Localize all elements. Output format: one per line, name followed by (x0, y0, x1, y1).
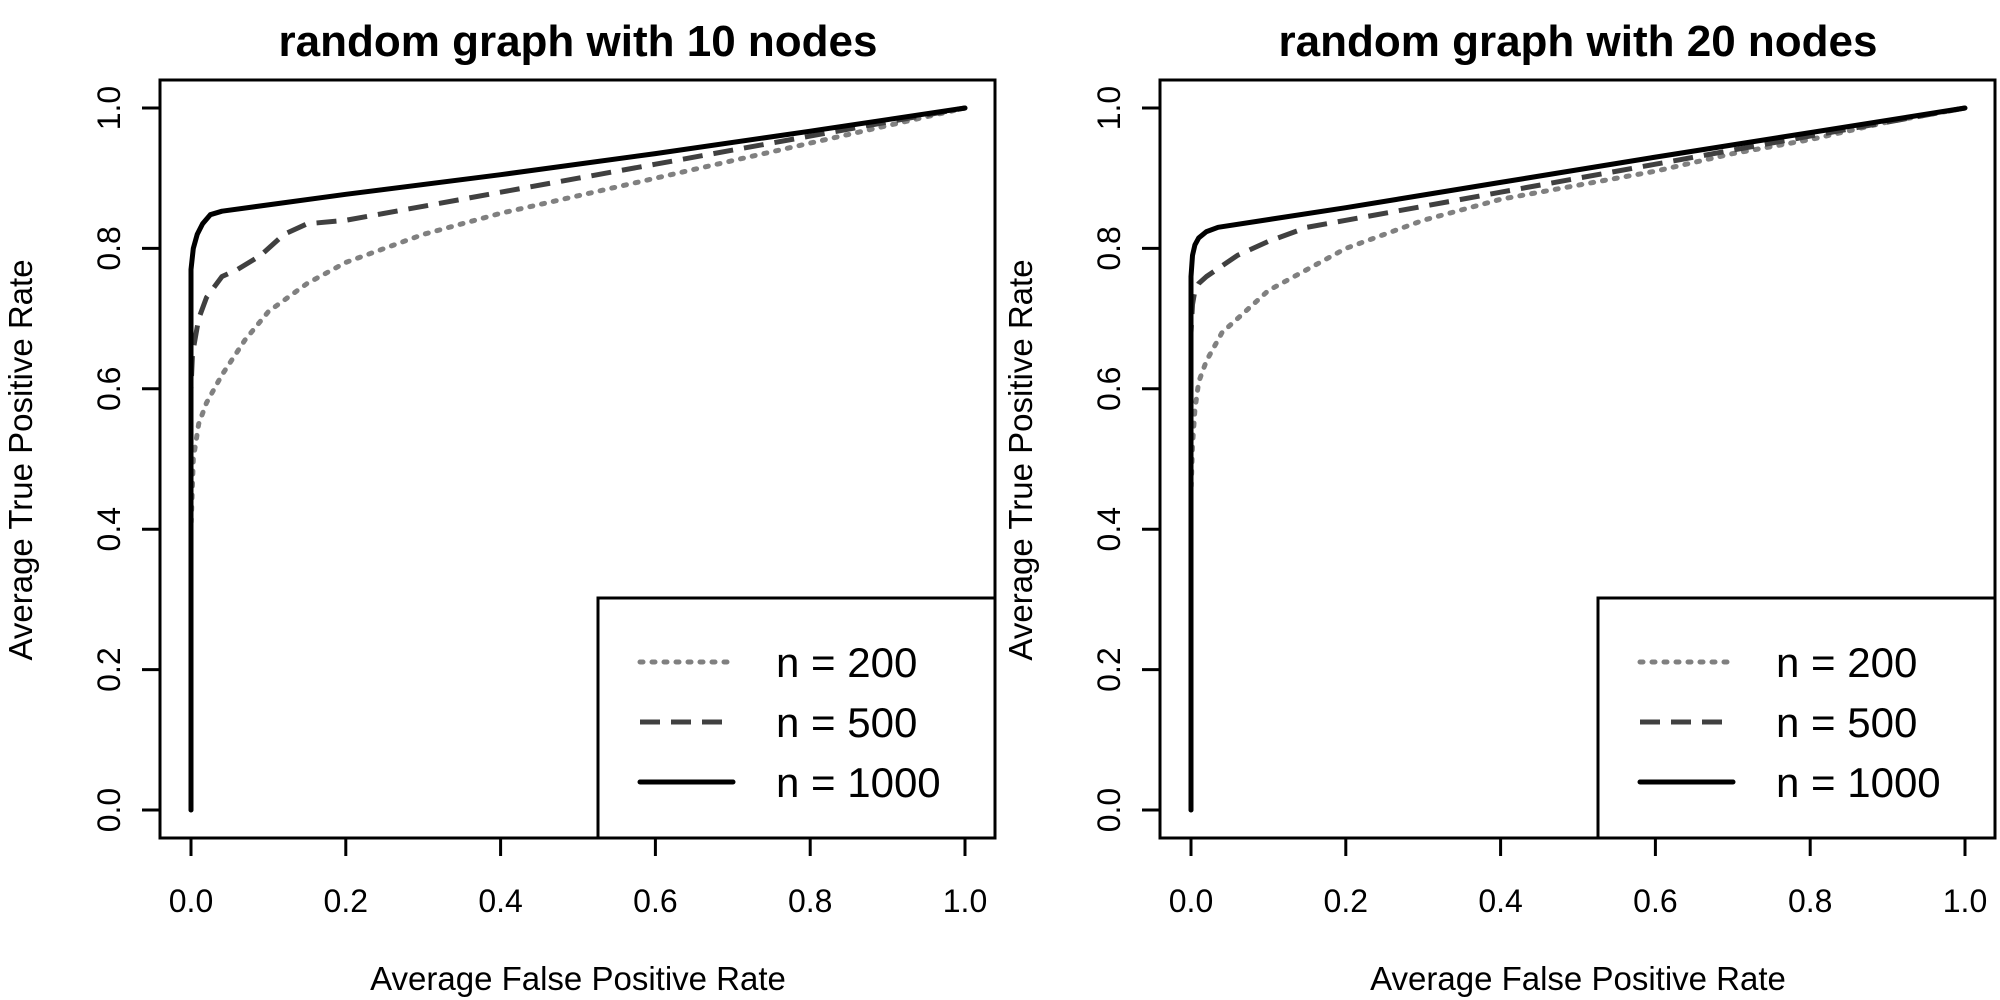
series-line-n200 (188, 105, 968, 813)
x-tick-label: 0.4 (1478, 883, 1522, 919)
y-tick-label: 0.6 (91, 367, 127, 411)
series-line-n1000 (188, 105, 968, 813)
legend-label: n = 200 (776, 639, 917, 686)
y-tick-label: 0.2 (91, 647, 127, 691)
y-axis-label: Average True Positive Rate (2, 259, 39, 660)
y-tick-label: 1.0 (1091, 86, 1127, 130)
x-tick-label: 1.0 (943, 883, 987, 919)
y-tick-label: 0.4 (1091, 507, 1127, 551)
y-axis-label: Average True Positive Rate (1002, 259, 1039, 660)
y-tick-label: 0.6 (1091, 367, 1127, 411)
legend-label: n = 1000 (776, 759, 941, 806)
x-tick-label: 0.6 (1633, 883, 1677, 919)
x-tick-label: 0.0 (169, 883, 213, 919)
x-tick-label: 1.0 (1943, 883, 1987, 919)
y-tick-label: 0.4 (91, 507, 127, 551)
x-tick-label: 0.2 (1324, 883, 1368, 919)
legend-label: n = 1000 (1776, 759, 1941, 806)
y-tick-label: 0.0 (1091, 788, 1127, 832)
legend-label: n = 500 (776, 699, 917, 746)
x-tick-label: 0.4 (478, 883, 522, 919)
y-tick-label: 0.8 (1091, 226, 1127, 270)
legend-box (1596, 596, 1997, 840)
legend-box (596, 596, 997, 840)
x-tick-label: 0.0 (1169, 883, 1213, 919)
legend-label: n = 500 (1776, 699, 1917, 746)
chart-title: random graph with 10 nodes (279, 17, 878, 66)
x-tick-label: 0.6 (633, 883, 677, 919)
y-tick-label: 0.0 (91, 788, 127, 832)
x-tick-label: 0.8 (1788, 883, 1832, 919)
x-axis-label: Average False Positive Rate (1370, 960, 1786, 997)
x-tick-label: 0.8 (788, 883, 832, 919)
y-tick-label: 0.2 (1091, 647, 1127, 691)
series-line-n500 (188, 105, 966, 810)
y-tick-label: 0.8 (91, 226, 127, 270)
y-tick-label: 1.0 (91, 86, 127, 130)
series-line-n200 (1188, 105, 1968, 813)
chart-panel-1: random graph with 10 nodes 0.0 0.2 0.4 0.6 0.… (2, 17, 997, 997)
x-axis-label: Average False Positive Rate (370, 960, 786, 997)
chart-title: random graph with 20 nodes (1279, 17, 1878, 66)
x-tick-label: 0.2 (324, 883, 368, 919)
series-line-n1000 (1188, 105, 1968, 813)
legend-label: n = 200 (1776, 639, 1917, 686)
chart-panel-2: random graph with 20 nodes 0.0 0.2 0.4 0.6 0.… (1002, 17, 1997, 997)
